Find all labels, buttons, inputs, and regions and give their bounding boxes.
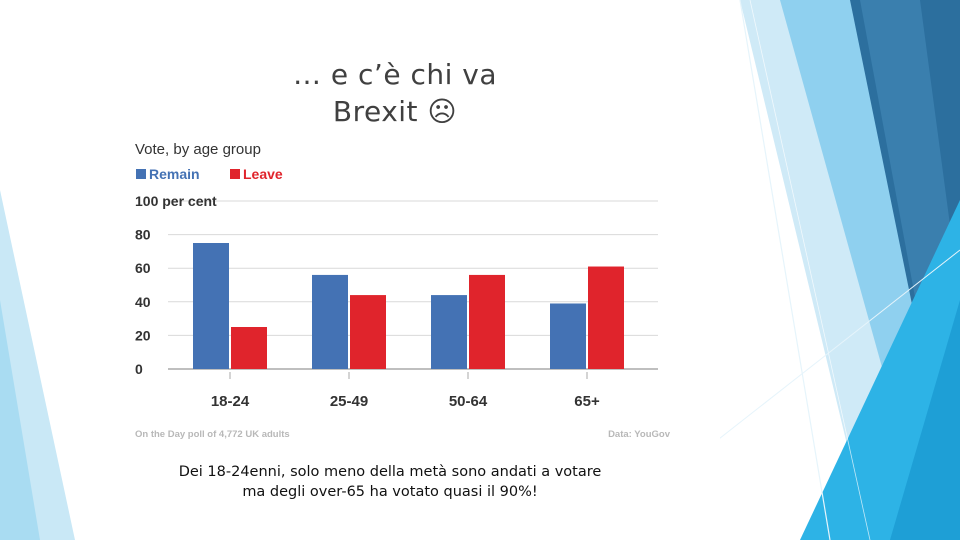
bar-leave-65+ [588,266,624,369]
x-tick-label-25-49: 25-49 [330,393,368,410]
bar-leave-18-24 [231,327,267,369]
slide-title-line-1: … e c’è chi va [293,58,497,91]
bar-remain-25-49 [312,274,348,369]
slide-title: … e c’è chi va Brexit ☹ [230,56,560,130]
bar-remain-18-24 [193,243,229,369]
caption-line-1: Dei 18-24enni, solo meno della metà sono… [178,464,602,480]
caption-line-2: ma degli over-65 ha votato quasi il 90%! [242,484,538,500]
vote-by-age-chart: Vote, by age group Remain Leave 0 20 40 60 8… [135,141,671,440]
slide-title-line-2: Brexit ☹ [332,95,458,128]
legend-swatch-remain [136,169,146,179]
y-tick-label-80: 80 [135,227,151,243]
background-decoration-left [0,190,75,540]
x-tick-label-18-24: 18-24 [211,393,250,410]
chart-footnote-source: On the Day poll of 4,772 UK adults [135,429,290,440]
y-tick-label-20: 20 [135,327,151,343]
background-decoration-right [720,0,960,540]
chart-y-tick-labels: 0 20 40 60 80 100 per cent [135,193,217,377]
bar-leave-25-49 [350,295,386,369]
legend-label-leave: Leave [243,166,283,182]
y-tick-label-100: 100 per cent [135,193,217,209]
legend-label-remain: Remain [149,166,200,182]
y-tick-label-40: 40 [135,294,151,310]
y-tick-label-0: 0 [135,361,143,377]
chart-bars [193,243,624,369]
chart-title: Vote, by age group [135,141,261,158]
chart-x-tick-labels: 18-24 25-49 50-64 65+ [211,372,600,410]
legend-swatch-leave [230,169,240,179]
bar-leave-50-64 [469,274,505,369]
slide-caption: Dei 18-24enni, solo meno della metà sono… [120,462,660,502]
chart-footnote-data: Data: YouGov [608,429,671,440]
y-tick-label-60: 60 [135,260,151,276]
chart-legend: Remain Leave [136,166,283,182]
bar-remain-50-64 [431,295,467,369]
x-tick-label-50-64: 50-64 [449,393,488,410]
x-tick-label-65+: 65+ [574,393,600,410]
bar-remain-65+ [550,303,586,369]
